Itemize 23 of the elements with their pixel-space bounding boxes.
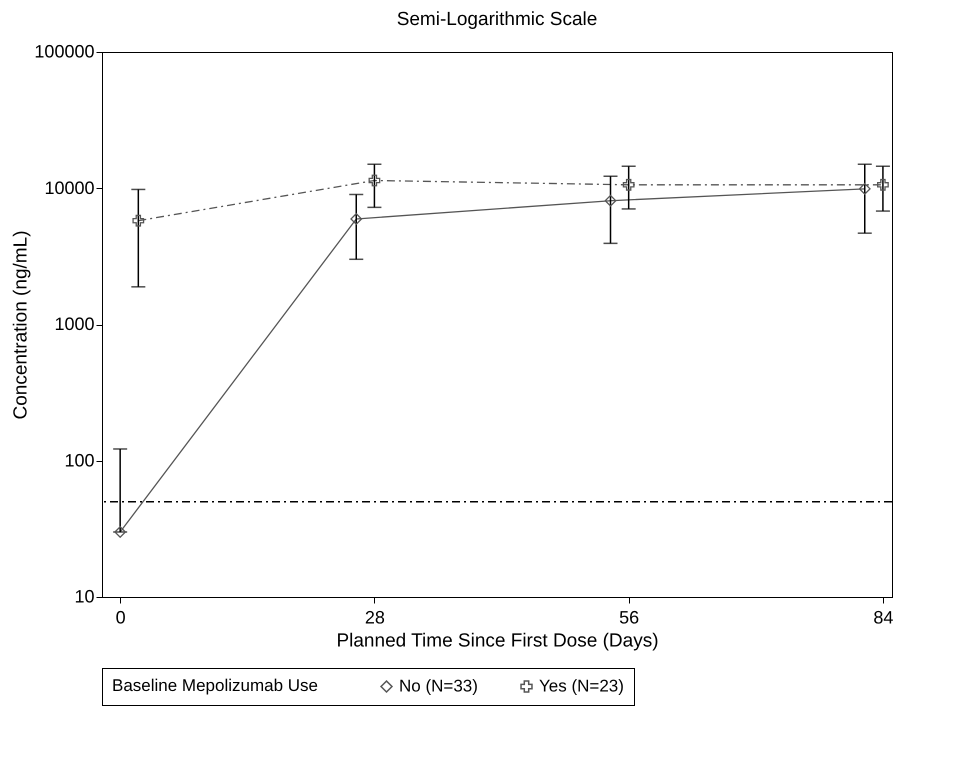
x-tick-label: 84 [873,608,894,628]
y-tick-label: 10000 [44,178,94,198]
point [350,213,362,225]
y-tick-label: 100000 [34,42,94,62]
point [622,178,635,191]
x-tick-label: 28 [364,608,385,628]
y-tick-label: 10 [74,586,94,606]
y-axis-title: Concentration (ng/mL) [10,230,32,420]
legend-label: No (N=33) [399,676,478,696]
point [368,174,380,186]
point [114,526,126,538]
x-tick-label: 56 [619,608,640,628]
x-axis-title: Planned Time Since First Dose (Days) [336,630,659,652]
point [604,194,616,207]
point [877,178,889,191]
point [132,214,144,227]
legend-label: Yes (N=23) [539,676,624,696]
x-tick-label: 0 [116,608,126,628]
point [858,182,871,195]
chart-title: Semi-Logarithmic Scale [396,9,598,30]
legend-title: Baseline Mepolizumab Use [112,676,318,695]
y-tick-label: 1000 [54,314,94,334]
y-tick-label: 100 [64,450,94,470]
